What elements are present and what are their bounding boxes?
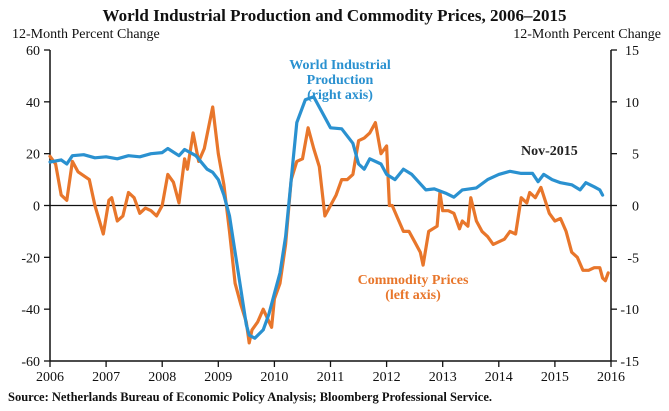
left-tick-label: -20 [21, 251, 40, 266]
x-tick-label: 2011 [317, 370, 344, 385]
left-tick-label: 20 [26, 148, 40, 163]
industrial-production-line [48, 95, 605, 340]
x-tick-label: 2009 [204, 370, 232, 385]
ip-label-line2: Production [307, 73, 374, 88]
commodity-label-line1: Commodity Prices [358, 273, 469, 288]
x-tick-label: 2007 [92, 370, 120, 385]
right-tick-label: 15 [625, 44, 639, 59]
right-tick-label: -15 [620, 355, 639, 370]
x-tick-label: 2006 [36, 370, 64, 385]
x-tick-label: 2012 [373, 370, 401, 385]
nov-2015-label: Nov-2015 [521, 144, 578, 159]
right-tick-label: 0 [632, 200, 639, 215]
right-tick-label: 5 [632, 148, 639, 163]
ip-label-line3: (right axis) [307, 88, 373, 103]
x-tick-label: 2008 [148, 370, 176, 385]
left-axis-label: 12-Month Percent Change [12, 27, 160, 42]
left-tick-label: 60 [26, 44, 40, 59]
right-tick-label: -10 [620, 303, 639, 318]
right-axis-label: 12-Month Percent Change [513, 27, 661, 42]
chart-title: World Industrial Production and Commodit… [102, 6, 567, 25]
x-tick-label: 2016 [597, 370, 625, 385]
right-tick-label: -5 [627, 251, 639, 266]
x-tick-label: 2010 [260, 370, 288, 385]
commodity-prices-line [48, 105, 610, 345]
left-tick-label: 0 [33, 200, 40, 215]
commodity-label-line2: (left axis) [385, 288, 441, 303]
right-tick-label: 10 [625, 96, 639, 111]
source-note: Source: Netherlands Bureau of Economic P… [8, 390, 492, 404]
x-tick-label: 2014 [485, 370, 513, 385]
ip-label-line1: World Industrial [289, 58, 391, 73]
series-lines [48, 95, 610, 345]
x-tick-label: 2013 [429, 370, 457, 385]
left-tick-label: -60 [21, 355, 40, 370]
left-tick-label: -40 [21, 303, 40, 318]
x-tick-label: 2015 [541, 370, 569, 385]
left-tick-label: 40 [26, 96, 40, 111]
